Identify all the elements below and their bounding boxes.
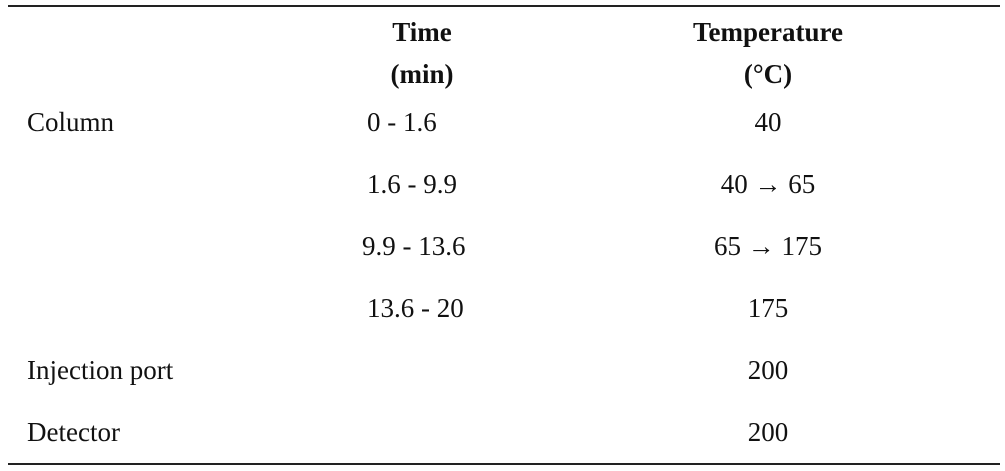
- time-cell: 1.6 - 9.9: [367, 169, 457, 199]
- header-cell: (°C): [743, 59, 793, 89]
- time-cell: 13.6 - 20: [367, 293, 464, 323]
- row-label: Column: [27, 107, 115, 137]
- row-label: Detector: [27, 417, 120, 447]
- header-cell: Temperature: [693, 17, 843, 47]
- top-rule: [8, 5, 1000, 7]
- temperature-cell: 175: [747, 293, 789, 323]
- temperature-cell: 200: [747, 417, 789, 447]
- temperature-cell: 200: [747, 355, 789, 385]
- time-cell: 0 - 1.6: [367, 107, 437, 137]
- temperature-cell: 40 → 65: [720, 169, 816, 199]
- header-cell: (min): [390, 59, 454, 89]
- temperature-cell: 40: [754, 107, 782, 137]
- temperature-cell: 65 → 175: [714, 231, 822, 261]
- header-cell: Time: [392, 17, 452, 47]
- row-label: Injection port: [27, 355, 174, 385]
- time-cell: 9.9 - 13.6: [362, 231, 466, 261]
- bottom-rule: [8, 463, 1000, 465]
